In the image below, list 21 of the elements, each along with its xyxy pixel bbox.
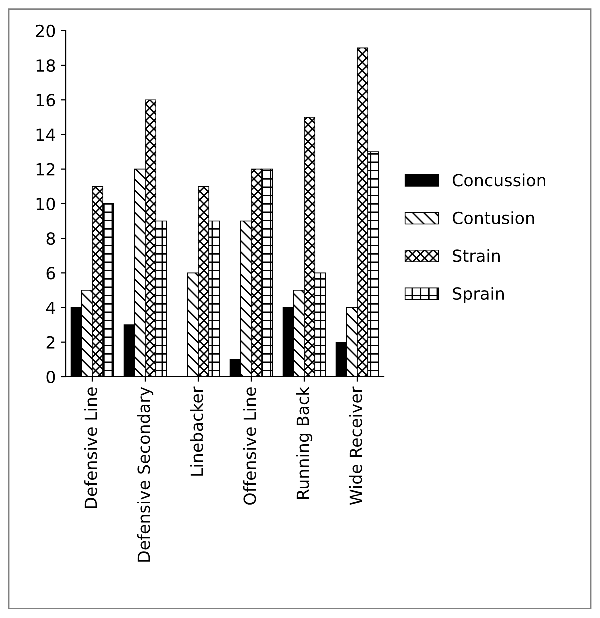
y-tick-label: 4	[46, 302, 56, 314]
y-tick-label: 12	[36, 163, 55, 176]
y-tick-label: 0	[46, 370, 56, 384]
x-tick-label: Offensive Line	[243, 388, 256, 505]
y-tick-label: 20	[36, 24, 56, 38]
y-tick-label: 16	[36, 94, 56, 107]
y-tick-label: 8	[46, 232, 56, 246]
y-tick-label: 14	[36, 128, 56, 142]
legend-label: Contusion	[452, 212, 534, 224]
x-tick-label: Linebacker	[190, 386, 204, 476]
x-tick-label: Defensive Secondary	[137, 387, 154, 562]
y-tick-label: 2	[46, 336, 55, 349]
legend-label: Strain	[453, 249, 500, 262]
x-tick-label: Running Back	[296, 386, 313, 500]
x-tick-label: Defensive Line	[84, 388, 98, 508]
legend-label: Concussion	[452, 174, 546, 187]
y-tick-label: 18	[36, 59, 56, 72]
y-tick-label: 6	[46, 267, 56, 280]
y-tick-label: 10	[36, 198, 56, 211]
x-tick-label: Wide Receiver	[349, 386, 362, 506]
legend-label: Sprain	[453, 287, 504, 304]
